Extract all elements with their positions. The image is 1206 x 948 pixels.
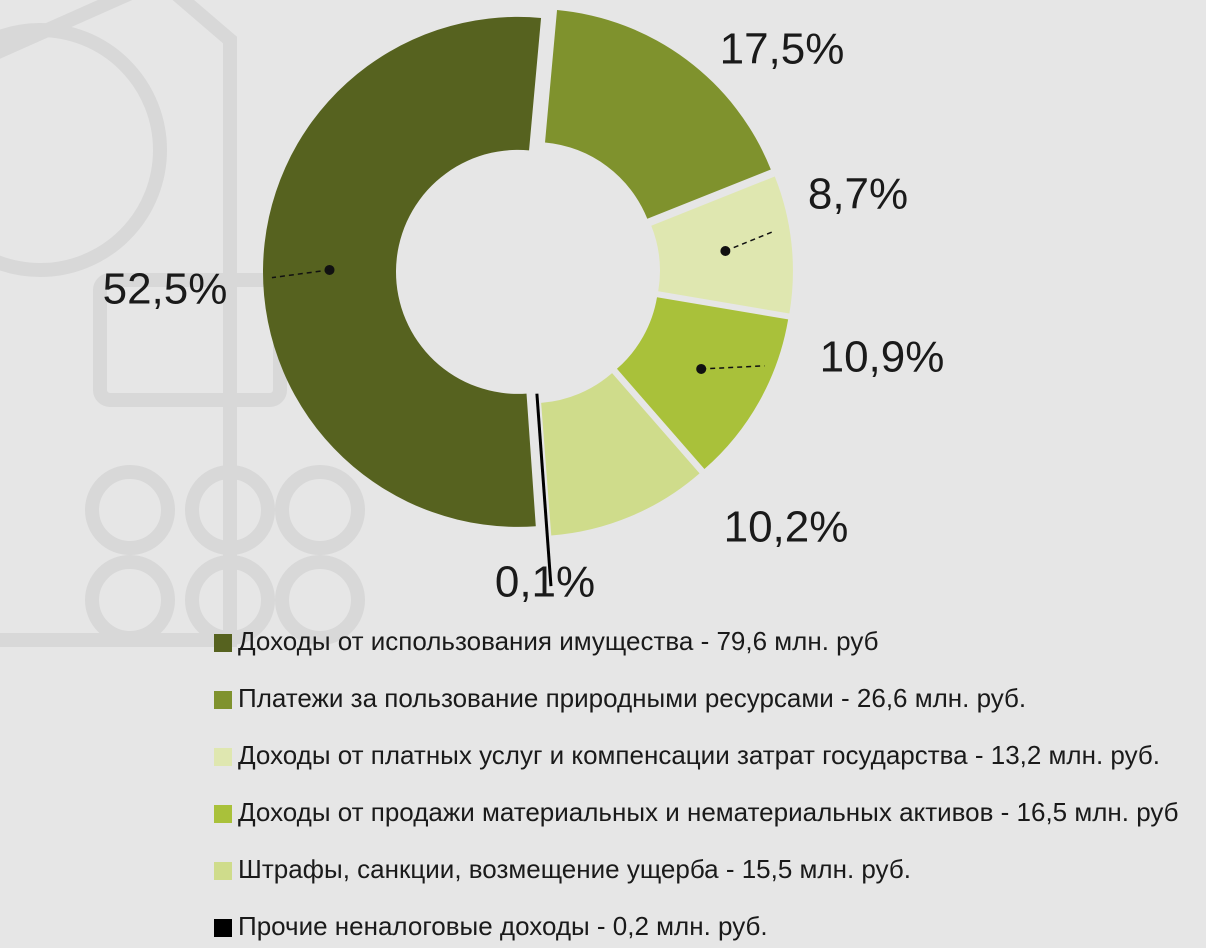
background-icons [0, 0, 365, 647]
slice [651, 176, 793, 314]
legend-label: Доходы от платных услуг и компенсации за… [238, 740, 1160, 770]
value-label: 10,9% [820, 333, 945, 382]
value-label: 52,5% [103, 265, 228, 314]
legend-label: Доходы от использования имущества - 79,6… [238, 626, 879, 656]
leader-line [701, 365, 765, 370]
value-label: 0,1% [495, 558, 595, 607]
legend-swatch [214, 862, 232, 880]
legend-swatch [214, 805, 232, 823]
value-label: 8,7% [808, 170, 908, 219]
legend-label: Прочие неналоговые доходы - 0,2 млн. руб… [238, 911, 768, 941]
slice [616, 297, 789, 469]
legend-label: Платежи за пользование природными ресурс… [238, 683, 1026, 713]
value-label: 10,2% [724, 503, 849, 552]
legend-swatch [214, 691, 232, 709]
legend-label: Доходы от продажи материальных и нематер… [238, 797, 1179, 827]
legend-swatch [214, 919, 232, 937]
leader-dot [720, 246, 731, 257]
legend-label: Штрафы, санкции, возмещение ущерба - 15,… [238, 854, 911, 884]
legend-swatch [214, 634, 232, 652]
slice [541, 373, 700, 536]
legend-swatch [214, 748, 232, 766]
slice [263, 16, 542, 527]
slice [535, 393, 553, 587]
leader-line [271, 269, 330, 279]
slice [545, 10, 771, 219]
value-label: 17,5% [720, 25, 845, 74]
